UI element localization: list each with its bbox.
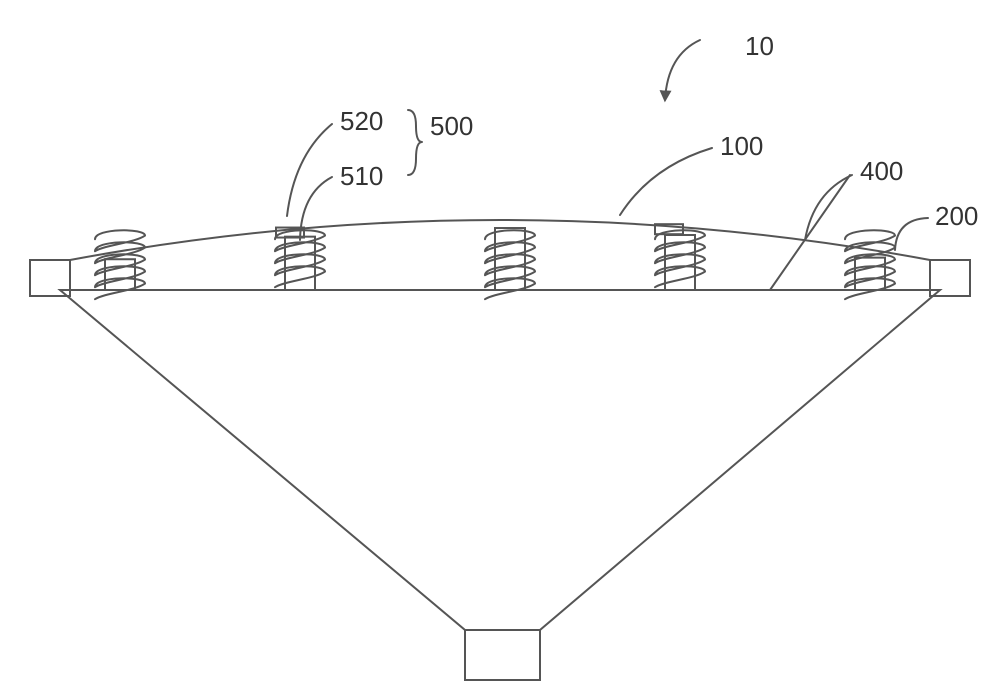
leader-l100 bbox=[620, 148, 712, 215]
label-l10: 10 bbox=[745, 31, 774, 61]
top-arc bbox=[70, 220, 930, 260]
spring-1 bbox=[95, 230, 145, 299]
funnel-body bbox=[60, 290, 940, 680]
spring-4 bbox=[655, 230, 705, 290]
label-l400: 400 bbox=[860, 156, 903, 186]
spring-3 bbox=[485, 228, 535, 299]
label-l200: 200 bbox=[935, 201, 978, 231]
spring-5 bbox=[845, 230, 895, 299]
leader-l520 bbox=[287, 124, 332, 216]
label-l500: 500 bbox=[430, 111, 473, 141]
label-l510: 510 bbox=[340, 161, 383, 191]
leader-l10 bbox=[665, 40, 700, 100]
brace-500 bbox=[408, 110, 422, 175]
rod bbox=[855, 258, 885, 290]
line-400 bbox=[770, 175, 850, 290]
rod bbox=[105, 259, 135, 290]
label-l100: 100 bbox=[720, 131, 763, 161]
label-l520: 520 bbox=[340, 106, 383, 136]
leader-l200 bbox=[895, 218, 928, 250]
